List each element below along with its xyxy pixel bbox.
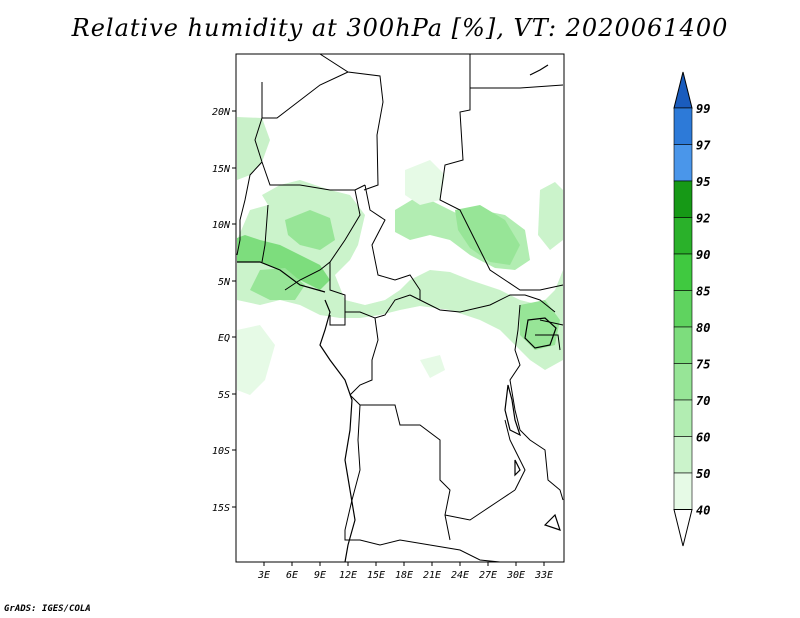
- colorbar-label: 60: [696, 431, 710, 445]
- lon-tick-label: 30E: [506, 570, 525, 581]
- lon-tick-label: 9E: [314, 570, 326, 581]
- lat-tick-label: 5S: [218, 390, 230, 401]
- lon-tick-label: 3E: [257, 570, 270, 581]
- lon-tick-label: 12E: [339, 570, 357, 581]
- colorbar-label: 99: [696, 102, 710, 116]
- lat-tick-label: 10N: [212, 220, 231, 231]
- colorbar-label: 97: [696, 139, 711, 153]
- colorbar-label: 95: [696, 175, 710, 189]
- colorbar-segment: [673, 253, 693, 291]
- colorbar-label: 90: [696, 248, 710, 262]
- colorbar-label: 92: [696, 212, 710, 226]
- coastlines: [237, 64, 561, 563]
- lon-tick-label: 6E: [286, 570, 298, 581]
- map-frame: [235, 53, 565, 563]
- lat-tick-label: EQ: [218, 333, 230, 344]
- colorbar-segment: [673, 180, 693, 218]
- colorbar-segment: [673, 436, 693, 474]
- lat-tick-label: 20N: [212, 107, 231, 118]
- colorbar-segment: [673, 326, 693, 364]
- lon-tick-label: 24E: [451, 570, 469, 581]
- humidity-shading: [237, 117, 563, 395]
- chart-title: Relative humidity at 300hPa [%], VT: 202…: [71, 14, 729, 42]
- colorbar: 99 97 95 92 90 85 80 75 70 60 50 40: [673, 71, 711, 547]
- colorbar-label: 50: [696, 467, 710, 481]
- colorbar-segment: [673, 107, 693, 145]
- country-borders: [236, 53, 564, 563]
- grads-credit: GrADS: IGES/COLA: [4, 604, 91, 614]
- colorbar-label: 40: [696, 504, 710, 518]
- colorbar-segment: [673, 217, 693, 255]
- lon-tick-label: 21E: [423, 570, 441, 581]
- lat-tick-label: 15S: [212, 503, 230, 514]
- colorbar-label: 70: [696, 394, 710, 408]
- lat-tick-label: 10S: [212, 446, 230, 457]
- colorbar-label: 85: [696, 285, 710, 299]
- lon-tick-label: 15E: [367, 570, 385, 581]
- colorbar-segment: [673, 472, 693, 510]
- lon-tick-label: 27E: [479, 570, 497, 581]
- colorbar-bottom-arrow: [673, 509, 693, 547]
- colorbar-segment: [673, 290, 693, 328]
- axis-ticks: [232, 110, 545, 566]
- lon-tick-label: 18E: [395, 570, 413, 581]
- colorbar-label: 75: [696, 358, 710, 372]
- lon-tick-label: 33E: [534, 570, 553, 581]
- colorbar-label: 80: [696, 321, 710, 335]
- colorbar-segment: [673, 399, 693, 437]
- lat-tick-label: 15N: [212, 164, 231, 175]
- colorbar-segment: [673, 363, 693, 401]
- colorbar-segment: [673, 144, 693, 182]
- lat-tick-label: 5N: [218, 277, 231, 288]
- colorbar-top-arrow: [673, 71, 693, 109]
